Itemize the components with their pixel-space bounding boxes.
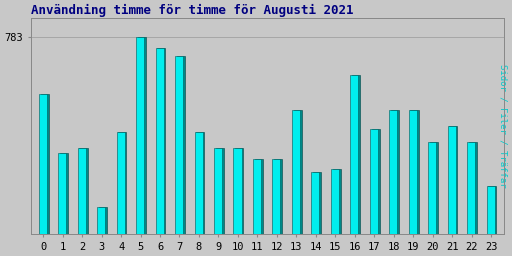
Bar bbox=[389, 110, 397, 256]
Bar bbox=[255, 159, 263, 256]
Bar bbox=[311, 172, 319, 256]
Bar bbox=[391, 110, 399, 256]
Bar bbox=[216, 148, 224, 256]
Bar bbox=[428, 143, 436, 256]
Bar bbox=[97, 207, 105, 256]
Bar bbox=[99, 207, 107, 256]
Bar bbox=[214, 148, 222, 256]
Bar bbox=[138, 37, 146, 256]
Bar bbox=[253, 159, 261, 256]
Bar bbox=[233, 148, 242, 256]
Bar bbox=[175, 56, 183, 256]
Bar bbox=[467, 143, 475, 256]
Bar bbox=[370, 129, 378, 256]
Text: Användning timme för timme för Augusti 2021: Användning timme för timme för Augusti 2… bbox=[31, 4, 353, 17]
Bar bbox=[447, 126, 456, 256]
Bar bbox=[40, 94, 49, 256]
Bar bbox=[79, 148, 88, 256]
Bar bbox=[488, 186, 497, 256]
Bar bbox=[430, 143, 438, 256]
Bar bbox=[117, 132, 125, 256]
Bar bbox=[196, 132, 204, 256]
Bar bbox=[136, 37, 144, 256]
Bar bbox=[58, 153, 66, 256]
Bar bbox=[469, 143, 477, 256]
Bar bbox=[409, 110, 417, 256]
Bar bbox=[292, 110, 300, 256]
Bar bbox=[156, 48, 164, 256]
Bar bbox=[60, 153, 68, 256]
Bar bbox=[352, 75, 360, 256]
Bar bbox=[486, 186, 495, 256]
Bar bbox=[118, 132, 126, 256]
Bar bbox=[294, 110, 302, 256]
Y-axis label: Sidor / Filer / Träffar: Sidor / Filer / Träffar bbox=[499, 65, 508, 188]
Bar bbox=[272, 159, 281, 256]
Bar bbox=[274, 159, 282, 256]
Bar bbox=[157, 48, 165, 256]
Bar bbox=[39, 94, 47, 256]
Bar bbox=[333, 169, 340, 256]
Bar bbox=[78, 148, 86, 256]
Bar bbox=[177, 56, 185, 256]
Bar bbox=[350, 75, 358, 256]
Bar bbox=[372, 129, 379, 256]
Bar bbox=[235, 148, 243, 256]
Bar bbox=[313, 172, 321, 256]
Bar bbox=[331, 169, 339, 256]
Bar bbox=[411, 110, 418, 256]
Bar bbox=[450, 126, 457, 256]
Bar bbox=[195, 132, 203, 256]
